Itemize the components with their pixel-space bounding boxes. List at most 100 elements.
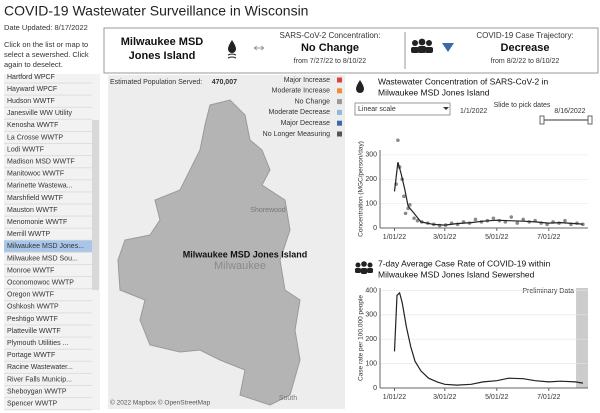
legend-icon (337, 99, 342, 105)
list-item[interactable]: Spencer WWTP (7, 401, 58, 408)
scrollbar[interactable] (92, 120, 99, 290)
scale-select-label: Linear scale (358, 106, 396, 113)
summary-status: No Change (301, 42, 359, 54)
map-place-label: Shorewood (250, 207, 286, 214)
list-item[interactable]: Hayward WPCF (7, 86, 57, 93)
preliminary-label: Preliminary Data (522, 288, 574, 295)
drop-icon (228, 40, 236, 53)
list-item[interactable]: Marinette Wastewa... (7, 183, 73, 190)
list-item[interactable]: Racine Wastewater... (7, 364, 73, 371)
summary-box (103, 27, 599, 74)
list-item[interactable]: Janesville WW Utility (7, 110, 72, 117)
list-item[interactable]: Plymouth Utilities ... (7, 340, 69, 347)
list-item[interactable]: Kenosha WWTF (7, 122, 58, 129)
select-arrow (443, 107, 449, 110)
summary-status: Decrease (501, 42, 550, 54)
y-tick-label: 200 (365, 336, 377, 343)
list-item[interactable]: Portage WWTF (7, 352, 55, 359)
list-item[interactable]: Peshtigo WWTF (7, 316, 58, 323)
slider-handle[interactable] (587, 115, 593, 125)
decrease-icon (442, 43, 454, 52)
list-item[interactable]: Milwaukee MSD Sou... (7, 255, 78, 262)
x-tick-label: 1/01/22 (383, 394, 406, 401)
y-tick-label: 200 (365, 176, 377, 183)
y-axis-label: Case rate per 100,000 people (358, 295, 365, 381)
data-point (491, 216, 496, 221)
data-point (412, 216, 416, 221)
y-tick-label: 100 (365, 360, 377, 367)
summary-range: from 7/27/22 to 8/10/22 (294, 58, 366, 65)
attribution: © 2022 Mapbox © OpenStreetMap (110, 399, 211, 407)
list-item[interactable]: Mauston WWTF (7, 207, 58, 214)
list-item[interactable]: Hartford WPCF (7, 74, 55, 81)
date-end: 8/16/2022 (554, 108, 585, 115)
date-start: 1/1/2022 (460, 108, 487, 115)
drop-icon (356, 80, 364, 93)
list-item[interactable]: Hudson WWTF (7, 98, 55, 105)
list-item[interactable]: Milwaukee MSD Jones... (7, 243, 84, 250)
wave-icon (227, 53, 237, 59)
x-tick-label: 5/01/22 (485, 394, 508, 401)
summary-label: COVID-19 Case Trajectory: (476, 31, 573, 40)
data-point (396, 138, 400, 143)
data-line (393, 291, 583, 386)
instructions: Click on the list or map to (4, 40, 88, 49)
legend-label: No Change (295, 98, 331, 105)
list-item[interactable]: Oshkosh WWTP (7, 304, 59, 311)
list-item[interactable]: Menomonie WWTF (7, 219, 67, 226)
legend-icon (337, 77, 342, 83)
no-change-icon (253, 45, 265, 51)
chart-title: 7-day Average Case Rate of COVID-19 with… (378, 258, 551, 268)
list-item[interactable]: Oregon WWTF (7, 292, 54, 299)
scale-select[interactable] (354, 102, 451, 116)
instructions: again to deselect. (4, 60, 63, 69)
data-point (515, 221, 520, 225)
chart-title: Milwaukee MSD Jones Island (378, 87, 490, 97)
date-updated: Date Updated: 8/17/2022 (4, 23, 88, 32)
chart-title: Milwaukee MSD Jones Island Sewershed (378, 269, 535, 279)
population-label: Estimated Population Served: (110, 79, 202, 86)
y-tick-label: 100 (365, 200, 377, 207)
data-line (393, 162, 583, 226)
y-tick-label: 0 (373, 385, 377, 392)
legend-label: Major Decrease (281, 120, 331, 127)
y-tick-label: 0 (373, 225, 377, 232)
list-item[interactable]: Platteville WWTF (7, 328, 61, 335)
list-item[interactable]: Madison MSD WWTF (7, 159, 75, 166)
list-item[interactable]: Merrill WWTP (7, 231, 50, 238)
summary-range: from 8/2/22 to 8/10/22 (491, 58, 560, 65)
legend-label: Major Increase (284, 77, 330, 84)
legend-icon (337, 88, 342, 94)
y-axis-label: Concentration (MGC/person/day) (358, 141, 365, 237)
map-site-label: Milwaukee MSD Jones Island (183, 249, 308, 259)
y-tick-label: 400 (365, 287, 377, 294)
list-item[interactable]: Lodi WWTF (7, 146, 44, 153)
legend-label: No Longer Measuring (263, 131, 330, 138)
list-item[interactable]: Monroe WWTF (7, 267, 54, 274)
legend-label: Moderate Increase (272, 88, 330, 95)
people-icon (411, 38, 433, 53)
list-item[interactable]: River Falls Municip... (7, 376, 72, 383)
sewershed-area[interactable] (117, 99, 301, 406)
data-point (403, 211, 408, 216)
data-point (473, 217, 478, 222)
slider-handle[interactable] (539, 115, 545, 125)
x-tick-label: 7/01/22 (537, 394, 560, 401)
instructions: select a sewershed. Click (4, 50, 89, 59)
site-name: Jones Island (129, 50, 196, 62)
list-item[interactable]: Sheboygan WWTP (7, 388, 67, 395)
list-item[interactable]: Manitowoc WWTF (7, 171, 64, 178)
list-item[interactable]: La Crosse WWTP (7, 134, 63, 141)
data-point (402, 194, 406, 199)
summary-label: SARS-CoV-2 Concentration: (280, 31, 381, 40)
list-item[interactable]: Oconomowoc WWTP (7, 280, 74, 287)
x-tick-label: 3/01/22 (433, 394, 456, 401)
list-item[interactable]: Marshfield WWTF (7, 195, 63, 202)
data-point (415, 218, 420, 223)
x-tick-label: 1/01/22 (383, 234, 406, 241)
data-point (509, 215, 514, 219)
site-name: Milwaukee MSD (121, 36, 204, 48)
list-item-selected[interactable] (4, 240, 92, 253)
y-tick-label: 300 (365, 312, 377, 319)
